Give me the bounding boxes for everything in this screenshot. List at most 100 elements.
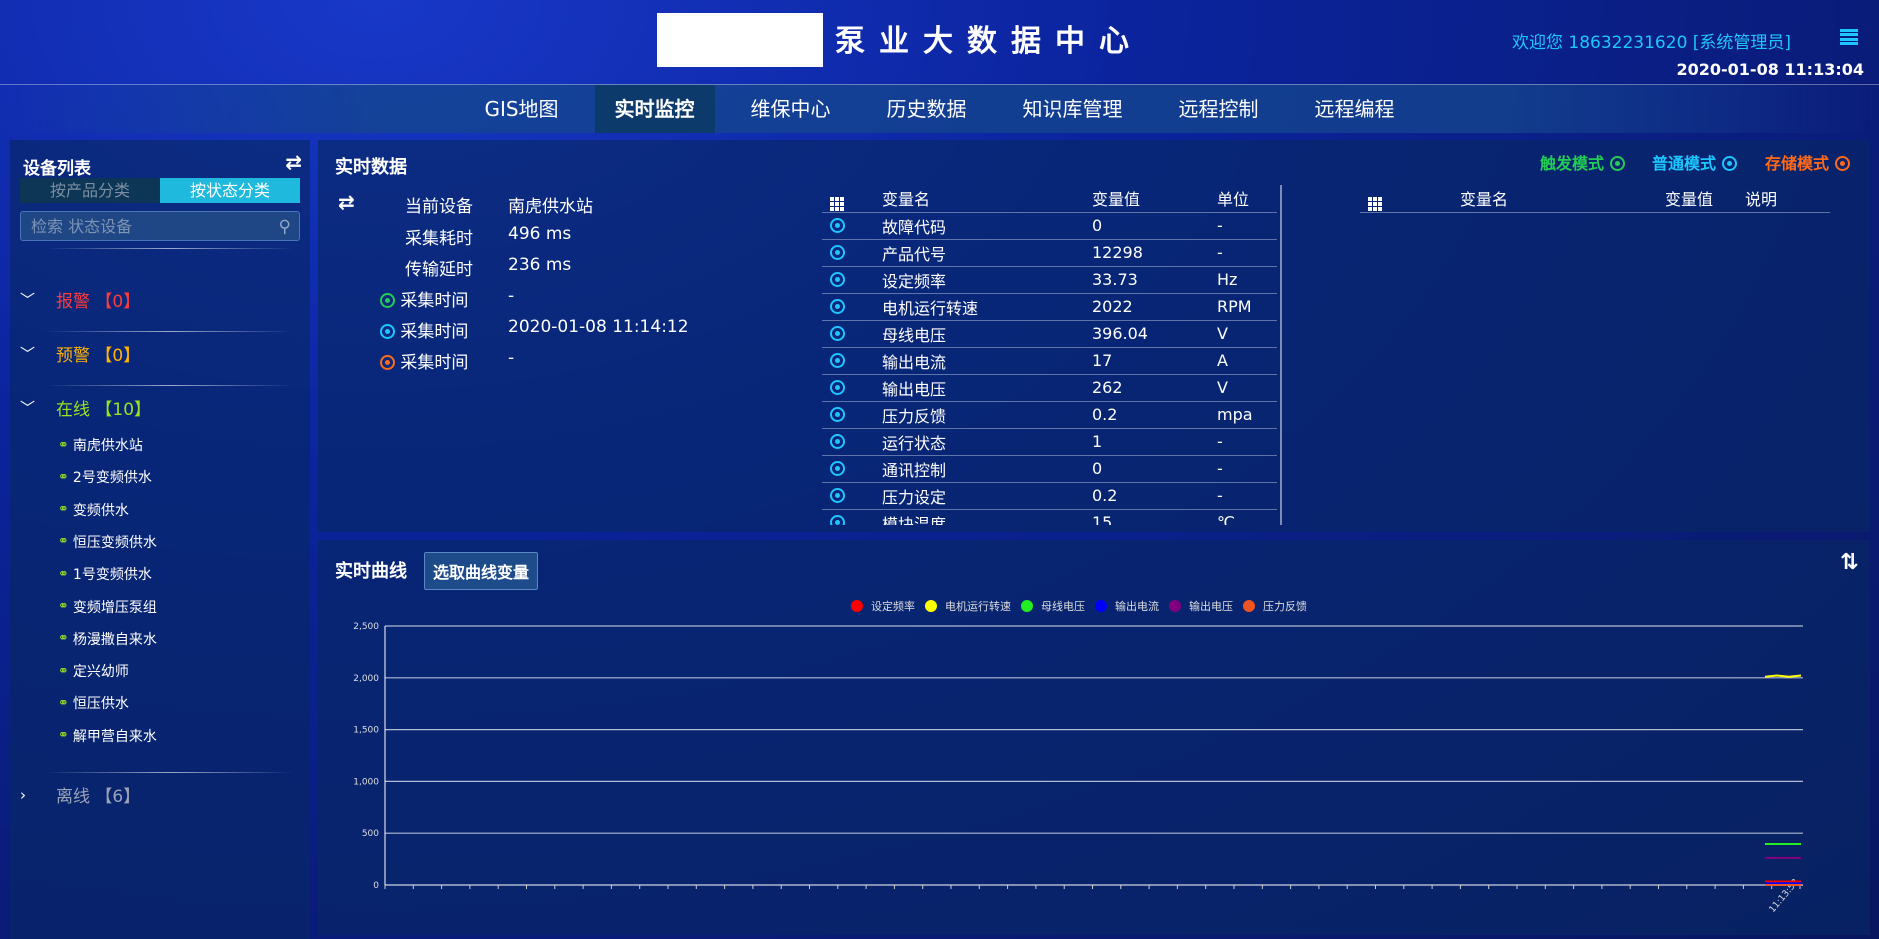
device-search-input[interactable] <box>21 212 261 241</box>
legend-item[interactable]: 压力反馈 <box>1243 598 1307 614</box>
var-name: 故障代码 <box>882 212 1092 240</box>
time-label: 采集时间 <box>400 353 469 373</box>
col-value: 变量值 <box>1092 185 1217 213</box>
radio-icon <box>830 461 845 476</box>
var-value: 2022 <box>1092 293 1217 321</box>
storage-mode-toggle[interactable]: 存储模式 <box>1765 150 1850 174</box>
device-item[interactable]: ⚭ 变频增压泵组 <box>58 597 157 617</box>
device-name: 杨漫撒自来水 <box>72 631 157 648</box>
table-row[interactable]: 产品代号 12298- <box>822 239 1277 267</box>
nav-item-2[interactable]: 维保中心 <box>750 97 831 121</box>
table-row[interactable]: 母线电压 396.04 V <box>822 320 1277 348</box>
realtime-data-panel: 实时数据 触发模式 普通模式 存储模式 ⇄ 当前设备 南虎供水站 采集耗时 49… <box>318 140 1870 532</box>
table-row[interactable]: 运行状态 1- <box>822 428 1277 456</box>
legend-item[interactable]: 设定频率 <box>851 598 915 614</box>
table-row[interactable]: 电机运行转速 2022 RPM <box>822 293 1277 321</box>
user-welcome[interactable]: 欢迎您 18632231620 [系统管理员] <box>1512 33 1792 53</box>
legend-label: 设定频率 <box>871 600 915 613</box>
device-item[interactable]: ⚭ 1号变频供水 <box>58 564 152 584</box>
swap-icon[interactable]: ⇄ <box>285 150 302 174</box>
group-warning[interactable]: ﹀ 预警 【0】 <box>20 341 140 366</box>
link-icon: ⚭ <box>58 663 69 679</box>
group-label: 离线 <box>56 787 90 807</box>
device-label: 当前设备 <box>405 197 473 217</box>
nav-item-5[interactable]: 远程控制 <box>1178 97 1259 121</box>
legend-item[interactable]: 输出电流 <box>1095 598 1159 614</box>
cost-label: 采集耗时 <box>405 229 473 249</box>
mode-label: 普通模式 <box>1652 154 1717 173</box>
y-tick-label: 1,500 <box>353 726 379 736</box>
sort-icon[interactable]: ⇅ <box>1840 550 1859 575</box>
swap-device-icon[interactable]: ⇄ <box>338 190 355 214</box>
var-value: 12298 <box>1092 239 1217 267</box>
nav-item-0[interactable]: GIS地图 <box>484 97 559 121</box>
nav-item-6[interactable]: 远程编程 <box>1314 97 1395 121</box>
group-online[interactable]: ﹀ 在线 【10】 <box>20 395 151 420</box>
var-value: 17 <box>1092 347 1217 375</box>
table-row[interactable]: 故障代码 0- <box>822 212 1277 240</box>
device-item[interactable]: ⚭ 2号变频供水 <box>58 467 152 487</box>
table-row[interactable]: 设定频率 33.73 Hz <box>822 266 1277 294</box>
legend-swatch <box>851 600 863 612</box>
table-row[interactable]: 模块温度 15 ℃ <box>822 509 1277 525</box>
var-unit: - <box>1217 239 1277 267</box>
device-item[interactable]: ⚭ 恒压变频供水 <box>58 532 157 552</box>
device-name: 变频增压泵组 <box>72 599 157 616</box>
var-value: 0.2 <box>1092 482 1217 510</box>
var-unit: V <box>1217 374 1277 402</box>
search-icon[interactable]: ⚲ <box>278 217 291 237</box>
var-unit: mpa <box>1217 401 1277 429</box>
series-line <box>1764 674 1802 678</box>
var-value: 262 <box>1092 374 1217 402</box>
table-row[interactable]: 通讯控制 0- <box>822 455 1277 483</box>
tab-by-status[interactable]: 按状态分类 <box>160 178 300 203</box>
table-row[interactable]: 压力反馈 0.2 mpa <box>822 401 1277 429</box>
legend-label: 压力反馈 <box>1263 600 1307 613</box>
nav-item-3[interactable]: 历史数据 <box>886 97 967 121</box>
legend-swatch <box>1021 600 1033 612</box>
device-item[interactable]: ⚭ 定兴幼师 <box>58 661 129 681</box>
logo <box>657 13 823 67</box>
normal-time-value: 2020-01-08 11:14:12 <box>508 317 689 337</box>
grid-icon[interactable] <box>830 196 844 211</box>
pick-curve-variables-button[interactable]: 选取曲线变量 <box>424 552 539 590</box>
trigger-mode-toggle[interactable]: 触发模式 <box>1540 150 1625 174</box>
legend-swatch <box>1243 600 1255 612</box>
nav-item-1[interactable]: 实时监控 <box>594 85 715 133</box>
device-item[interactable]: ⚭ 恒压供水 <box>58 693 129 713</box>
table-row[interactable]: 输出电压 262 V <box>822 374 1277 402</box>
current-datetime: 2020-01-08 11:13:04 <box>1676 60 1864 79</box>
radio-icon <box>830 245 845 260</box>
var-name: 母线电压 <box>882 320 1092 348</box>
legend-label: 输出电流 <box>1115 600 1159 613</box>
var-value: 1 <box>1092 428 1217 456</box>
var-unit: Hz <box>1217 266 1277 294</box>
tab-by-product[interactable]: 按产品分类 <box>20 178 160 203</box>
normal-mode-toggle[interactable]: 普通模式 <box>1652 150 1737 174</box>
group-alarm[interactable]: ﹀ 报警 【0】 <box>20 287 140 312</box>
device-value: 南虎供水站 <box>508 197 593 217</box>
legend-swatch <box>1169 600 1181 612</box>
device-item[interactable]: ⚭ 杨漫撒自来水 <box>58 629 157 649</box>
legend-item[interactable]: 输出电压 <box>1169 598 1233 614</box>
group-offline[interactable]: › 离线 【6】 <box>20 782 140 808</box>
divider <box>45 248 295 249</box>
radio-icon <box>830 380 845 395</box>
legend-item[interactable]: 电机运行转速 <box>925 598 1011 614</box>
var-unit: ℃ <box>1217 509 1277 525</box>
grid-icon[interactable] <box>1368 196 1382 211</box>
divider <box>45 385 295 386</box>
var-unit: - <box>1217 428 1277 456</box>
variable-table[interactable]: 变量名 变量值 单位 故障代码 0- 产品代号 12298- 设定频率 33.73 Hz 电机… <box>822 185 1282 525</box>
menu-icon[interactable] <box>1840 29 1858 45</box>
device-item[interactable]: ⚭ 解甲营自来水 <box>58 726 157 746</box>
table-row[interactable]: 压力设定 0.2- <box>822 482 1277 510</box>
legend-item[interactable]: 母线电压 <box>1021 598 1085 614</box>
legend-swatch <box>1095 600 1107 612</box>
link-icon: ⚭ <box>58 566 69 582</box>
group-label: 报警 <box>56 292 90 312</box>
table-row[interactable]: 输出电流 17 A <box>822 347 1277 375</box>
nav-item-4[interactable]: 知识库管理 <box>1022 97 1123 121</box>
device-item[interactable]: ⚭ 南虎供水站 <box>58 435 143 455</box>
device-item[interactable]: ⚭ 变频供水 <box>58 500 129 520</box>
